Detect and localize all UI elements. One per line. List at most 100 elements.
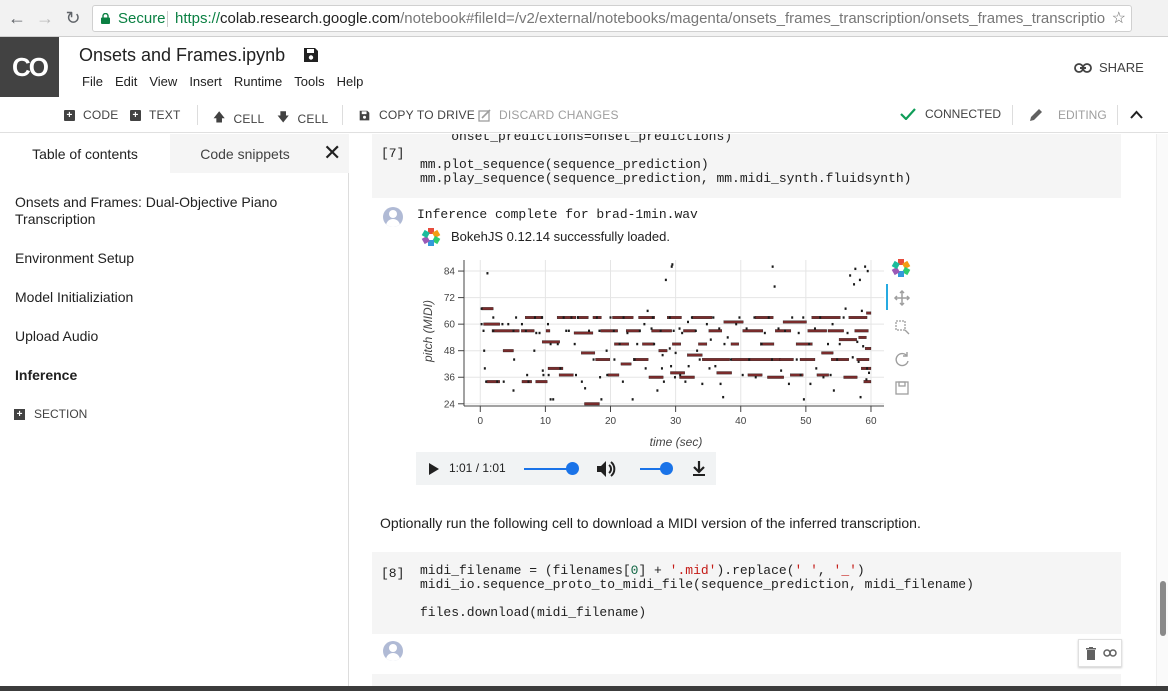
note-point [618, 342, 621, 346]
note-point [705, 322, 708, 326]
menu-view[interactable]: View [149, 74, 178, 89]
note-point [712, 316, 715, 319]
chevron-up-icon[interactable] [1130, 110, 1143, 119]
pan-icon[interactable] [893, 289, 911, 307]
close-icon[interactable]: ✕ [323, 140, 342, 165]
audio-seek-bar[interactable] [524, 468, 574, 470]
move-cell-down-button[interactable]: 🡇 CELL [277, 108, 328, 129]
add-code-button[interactable]: + CODE [64, 108, 118, 122]
note-point [492, 316, 495, 319]
volume-thumb[interactable] [660, 462, 673, 475]
browser-toolbar: ← → ↻ Secure https://colab.research.goog… [0, 0, 1168, 37]
toc-item-inference[interactable]: Inference [15, 367, 78, 383]
code-token: ) [856, 563, 865, 578]
download-icon[interactable] [692, 460, 706, 477]
forward-icon[interactable]: → [36, 8, 54, 28]
volume-slider[interactable] [640, 468, 668, 470]
note-point [754, 376, 757, 379]
share-button[interactable]: SHARE [1074, 60, 1144, 75]
scrollbar-thumb[interactable] [1160, 581, 1166, 636]
colab-logo[interactable]: CO [0, 37, 59, 97]
code-line: midi_io.sequence_proto_to_midi_file(sequ… [420, 577, 974, 592]
address-bar[interactable]: Secure https://colab.research.google.com… [92, 5, 1132, 32]
trash-icon[interactable] [1086, 647, 1096, 660]
menu-tools[interactable]: Tools [294, 74, 325, 89]
reload-icon[interactable]: ↻ [65, 8, 81, 28]
link-icon[interactable] [1103, 649, 1117, 657]
text-cell[interactable]: Optionally run the following cell to dow… [380, 515, 921, 531]
save-icon[interactable] [895, 381, 909, 395]
zoom-icon[interactable] [895, 320, 910, 335]
toolbar-divider [342, 105, 343, 125]
note-point [644, 367, 647, 370]
url-text[interactable]: https://colab.research.google.com/notebo… [175, 6, 1105, 31]
note-point [631, 398, 634, 401]
address-divider [167, 11, 168, 27]
star-icon[interactable]: ☆ [1111, 10, 1126, 27]
scrollbar[interactable] [1156, 134, 1168, 691]
y-tick-label: 84 [444, 267, 456, 278]
note-segment [648, 375, 664, 379]
output-avatar-icon [383, 641, 403, 661]
note-point [819, 316, 822, 319]
menu-help[interactable]: Help [336, 74, 364, 89]
note-point [622, 316, 625, 319]
toc-item-model-initialization[interactable]: Model Initializiation [15, 289, 134, 305]
code-cell-7[interactable]: onset_predictions=onset_predictions) [7]… [372, 134, 1121, 198]
cell-prompt: [8] [381, 566, 405, 581]
menu-insert[interactable]: Insert [189, 74, 222, 89]
url-path: /notebook#fileId=/v2/external/notebooks/… [400, 10, 1105, 27]
discard-changes-button[interactable]: DISCARD CHANGES [478, 108, 619, 122]
note-segment [614, 342, 629, 346]
note-point [856, 340, 859, 344]
bottom-edge [0, 686, 1168, 691]
arrow-down-icon: 🡇 [277, 110, 290, 124]
notebook-title[interactable]: Onsets and Frames.ipynb [79, 45, 286, 65]
reset-icon[interactable] [895, 352, 909, 367]
y-tick-label: 48 [444, 346, 456, 357]
connection-status[interactable]: CONNECTED [900, 107, 1001, 121]
note-point [547, 373, 550, 377]
note-point [832, 389, 835, 392]
menu-file[interactable]: File [82, 74, 103, 89]
menu-edit[interactable]: Edit [114, 74, 138, 89]
menu-runtime[interactable]: Runtime [233, 74, 283, 89]
note-point [541, 316, 544, 319]
toc-item-upload-audio[interactable]: Upload Audio [15, 328, 99, 344]
toc-item-environment-setup[interactable]: Environment Setup [15, 250, 135, 266]
code-cell-8[interactable]: [8] midi_filename = (filenames[0] + '.mi… [372, 552, 1121, 634]
piano-roll-plot[interactable]: 0 10 20 30 40 50 60 24 36 48 60 72 84 time (sec) pit… [422, 254, 942, 454]
audio-seek-thumb[interactable] [566, 462, 579, 475]
note-point [844, 307, 847, 310]
add-section-button[interactable]: + SECTION [14, 407, 87, 421]
note-point [660, 367, 663, 370]
x-tick-label: 60 [865, 416, 877, 427]
note-segment [584, 402, 600, 406]
note-segment [831, 358, 849, 361]
url-host: colab.research.google.com [220, 10, 401, 27]
back-icon[interactable]: ← [8, 8, 26, 28]
x-tick-label: 20 [605, 416, 617, 427]
note-point [799, 373, 802, 377]
note-point [533, 316, 536, 319]
add-text-button[interactable]: + TEXT [130, 108, 180, 122]
note-segment [716, 371, 732, 375]
audio-player: 1:01 / 1:01 [416, 452, 716, 485]
editing-mode-button[interactable]: EDITING [1028, 107, 1107, 123]
volume-icon[interactable] [596, 460, 618, 478]
save-icon [304, 48, 318, 62]
code-token: midi_filename = (filenames[ [420, 563, 631, 578]
note-point [698, 358, 701, 361]
move-cell-up-button[interactable]: 🡅 CELL [213, 108, 264, 129]
section-label: SECTION [34, 407, 88, 421]
tabs-background [320, 134, 349, 173]
toc-item-onsets-and-frames[interactable]: Onsets and Frames: Dual-Objective Piano … [15, 194, 278, 227]
tab-code-snippets[interactable]: Code snippets [170, 134, 320, 173]
copy-to-drive-button[interactable]: COPY TO DRIVE [359, 108, 475, 122]
note-point [690, 316, 693, 319]
bokeh-logo-icon[interactable] [891, 259, 911, 277]
note-segment [670, 371, 685, 375]
play-icon[interactable] [428, 462, 440, 476]
note-point [643, 322, 646, 326]
tab-table-of-contents[interactable]: Table of contents [0, 134, 170, 173]
